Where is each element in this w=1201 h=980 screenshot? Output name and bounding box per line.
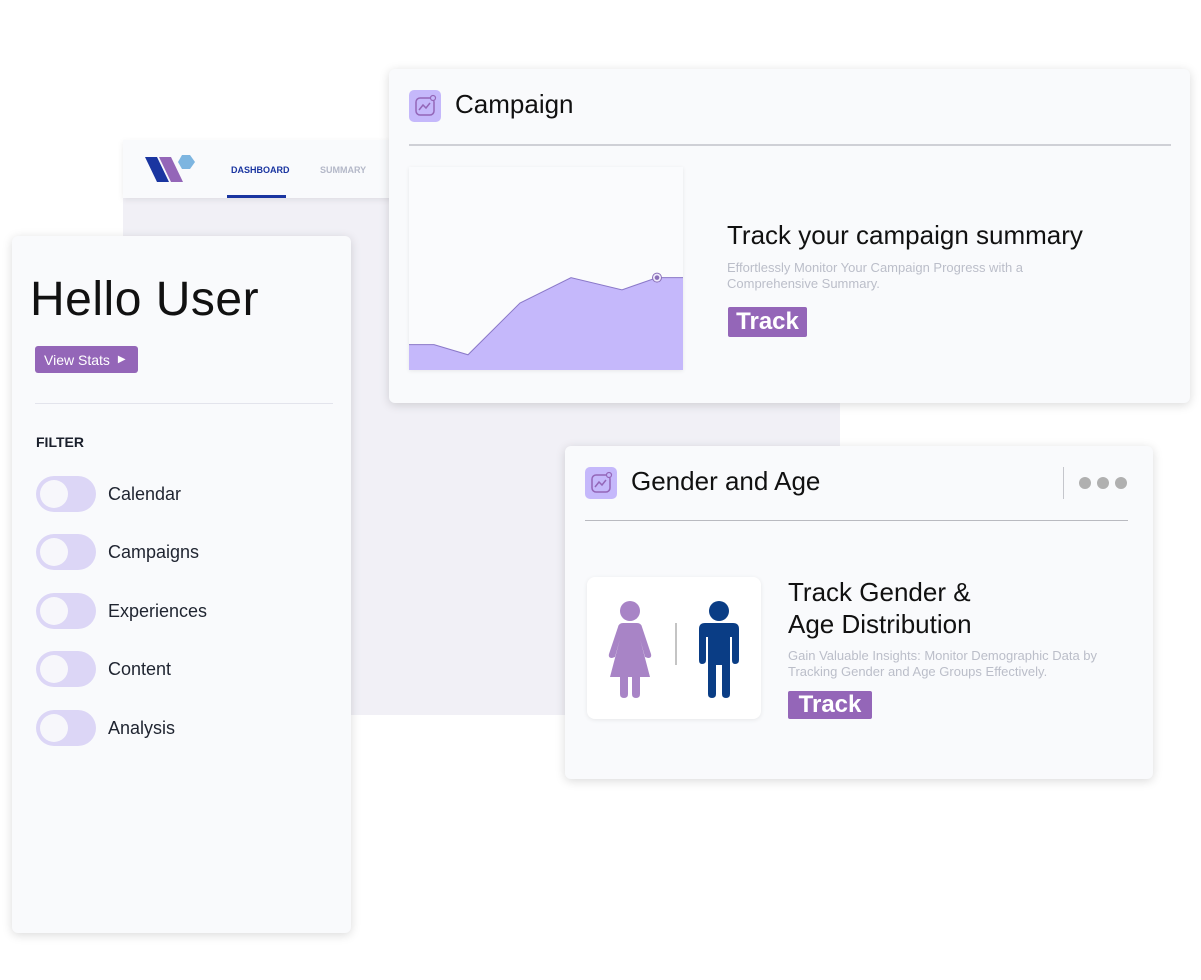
gender-heading-line2: Age Distribution — [788, 609, 972, 639]
divider — [585, 520, 1128, 521]
active-tab-indicator — [227, 195, 286, 198]
campaign-description: Effortlessly Monitor Your Campaign Progr… — [727, 260, 1024, 291]
calendar-toggle[interactable] — [36, 476, 96, 512]
gender-illustration — [587, 577, 761, 719]
gender-track-button[interactable]: Track — [788, 691, 872, 719]
filter-campaigns: Campaigns — [36, 534, 199, 570]
female-icon — [608, 601, 652, 698]
sidebar-panel: Hello User View Stats ▶ FILTER Calendar C… — [12, 236, 351, 933]
view-stats-button[interactable]: View Stats ▶ — [35, 346, 138, 373]
filter-label: Campaigns — [108, 541, 200, 562]
divider — [409, 144, 1171, 146]
analysis-toggle[interactable] — [36, 710, 96, 746]
filter-content: Content — [36, 651, 171, 687]
greeting: Hello User — [30, 273, 260, 326]
more-options-icon[interactable] — [1079, 477, 1127, 489]
view-stats-label: View Stats — [44, 351, 110, 368]
campaign-chart — [409, 167, 683, 370]
campaign-track-button[interactable]: Track — [728, 307, 807, 337]
separator — [1063, 467, 1064, 499]
chart-line-icon — [585, 467, 617, 499]
tab-dashboard[interactable]: DASHBOARD — [231, 165, 290, 175]
card-title: Gender and Age — [631, 466, 821, 496]
experiences-toggle[interactable] — [36, 593, 96, 629]
top-nav: DASHBOARD SUMMARY — [123, 140, 423, 198]
area-series — [409, 277, 683, 370]
filter-experiences: Experiences — [36, 593, 207, 629]
campaign-card: Campaign Track your campaign summary Eff… — [389, 69, 1190, 403]
card-title: Campaign — [455, 89, 574, 119]
filter-analysis: Analysis — [36, 710, 175, 746]
divider — [35, 403, 333, 404]
highlight-dot — [654, 275, 660, 280]
filter-label: Analysis — [108, 717, 176, 738]
filter-label: Experiences — [108, 600, 208, 621]
play-icon: ▶ — [117, 354, 126, 365]
tab-summary[interactable]: SUMMARY — [320, 165, 367, 175]
filter-calendar: Calendar — [36, 476, 181, 512]
series-line — [409, 277, 683, 356]
gender-age-card: Gender and Age Track Gender & Age Distri… — [565, 446, 1153, 779]
content-toggle[interactable] — [36, 651, 96, 687]
filter-heading: FILTER — [36, 434, 84, 450]
filter-label: Calendar — [108, 483, 182, 504]
filter-label: Content — [108, 658, 172, 679]
campaigns-toggle[interactable] — [36, 534, 96, 570]
gender-description: Gain Valuable Insights: Monitor Demograp… — [788, 648, 1098, 679]
logo-icon — [145, 155, 195, 182]
gender-heading-line1: Track Gender & — [788, 577, 971, 607]
campaign-heading: Track your campaign summary — [727, 220, 1083, 250]
male-icon — [699, 601, 739, 698]
chart-line-icon — [409, 90, 441, 122]
